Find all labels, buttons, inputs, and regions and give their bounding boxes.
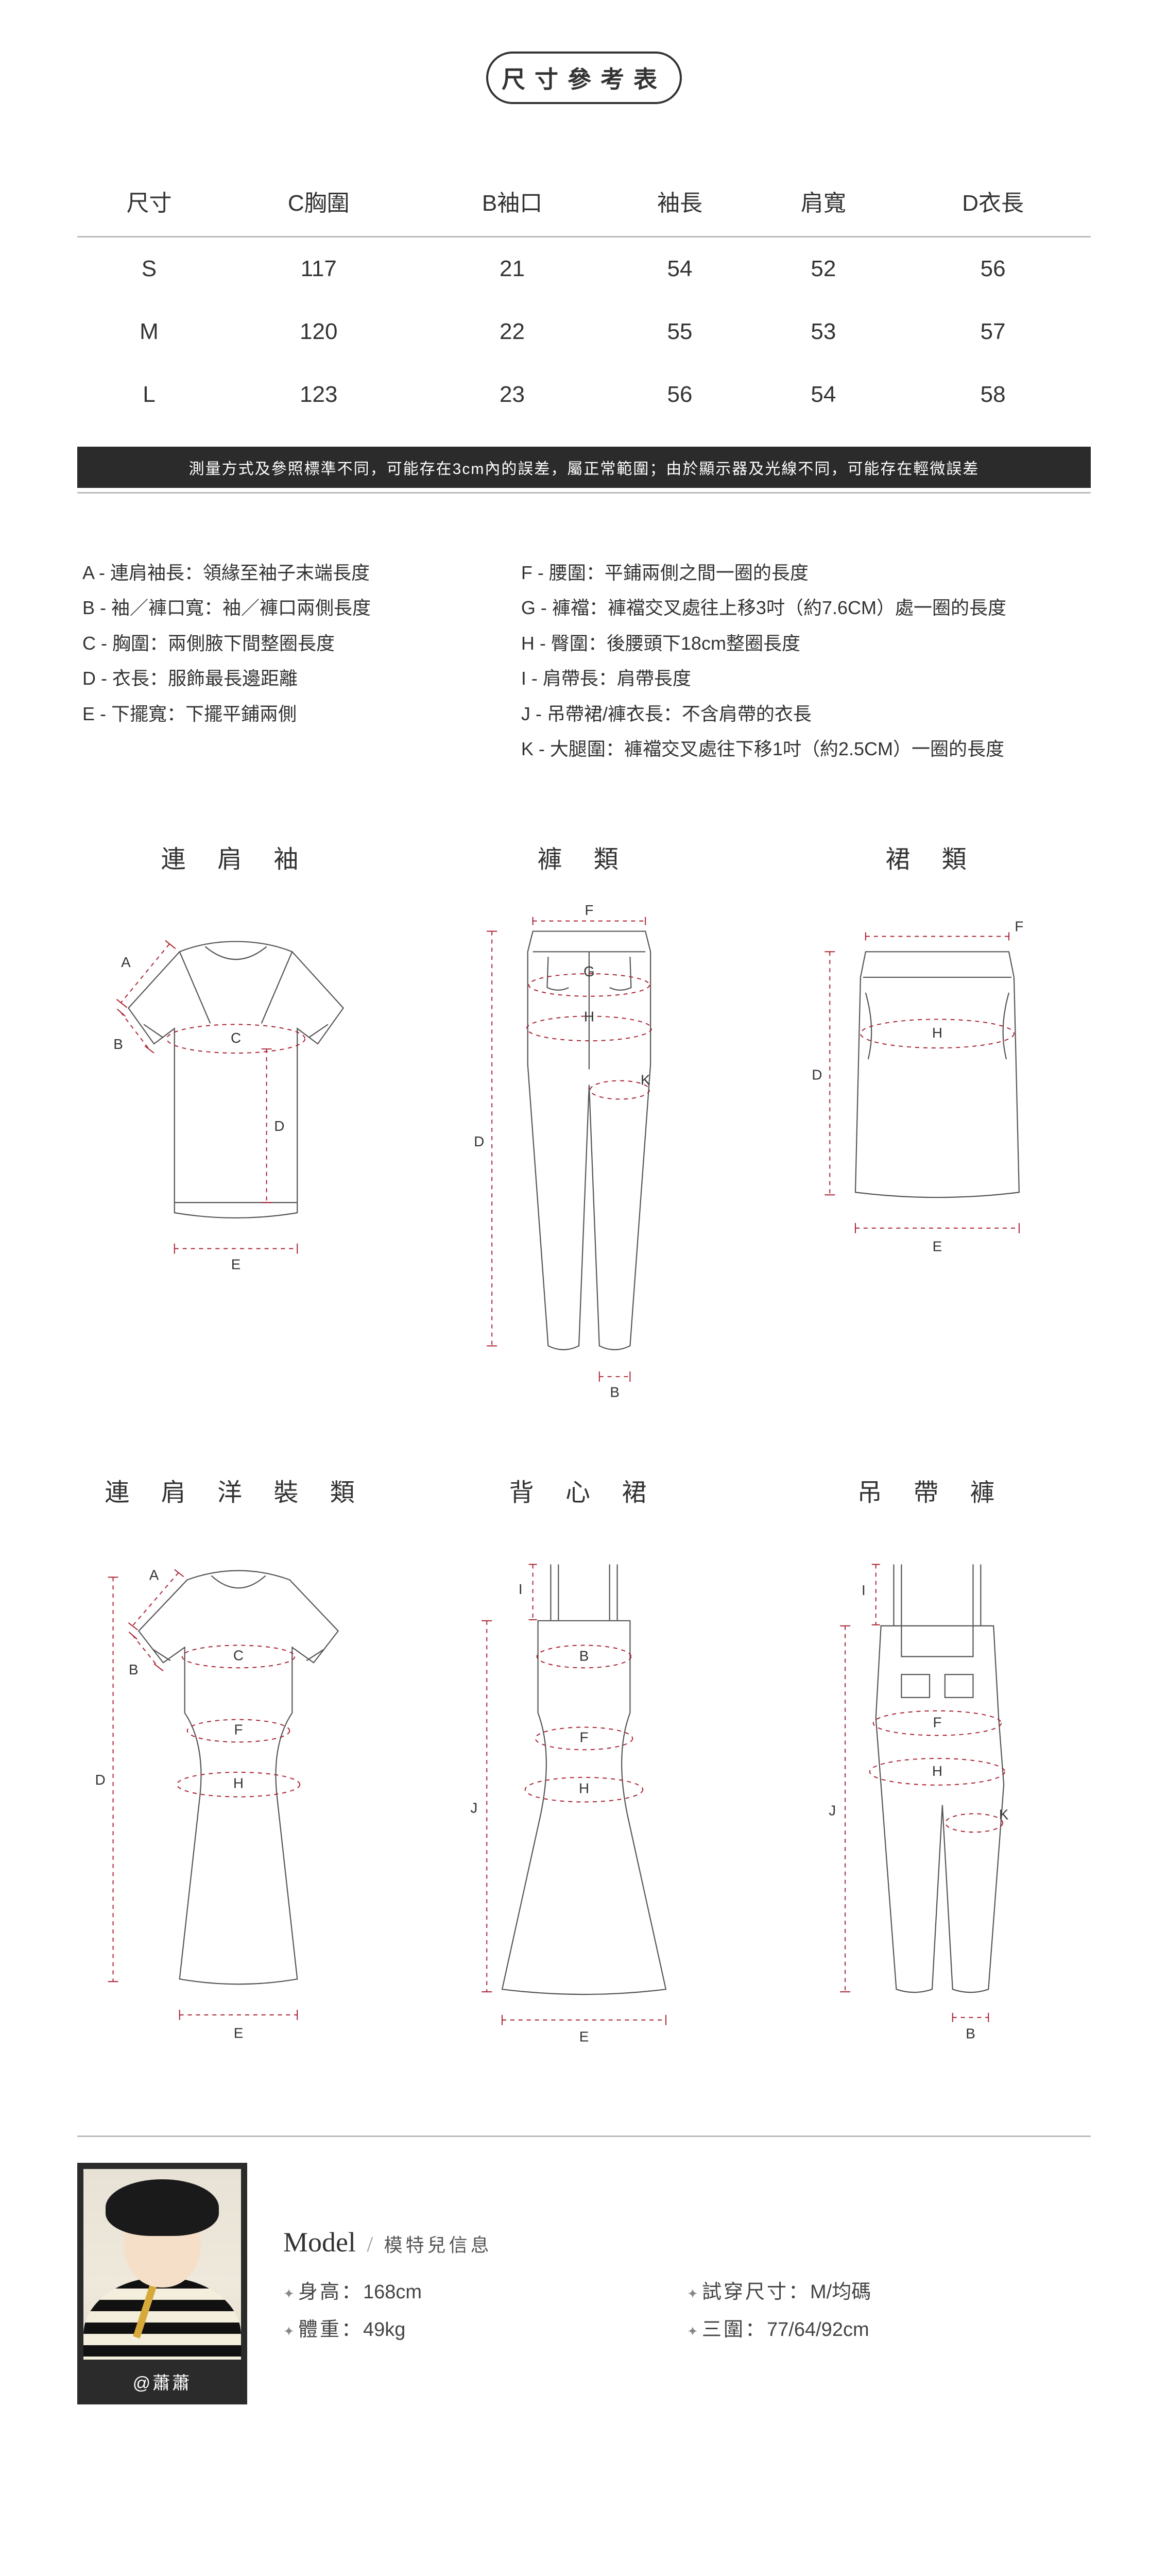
svg-text:C: C bbox=[231, 1030, 241, 1046]
svg-text:D: D bbox=[474, 1133, 484, 1149]
diagram-svg: A B C F H D bbox=[77, 1529, 394, 2050]
glossary-left: A - 連肩袖長：領緣至袖子末端長度 B - 袖／褲口寬：袖／褲口兩側長度 C … bbox=[82, 555, 501, 767]
table-row: L12323565458 bbox=[77, 363, 1091, 426]
page-title: 尺寸參考表 bbox=[486, 52, 682, 104]
svg-text:J: J bbox=[470, 1800, 477, 1816]
gloss-i: I - 肩帶長：肩帶長度 bbox=[521, 661, 1086, 696]
diagram-pants: 褲 類 F G H K bbox=[425, 839, 743, 1410]
gloss-a: A - 連肩袖長：領緣至袖子末端長度 bbox=[82, 555, 501, 590]
svg-text:F: F bbox=[1015, 919, 1023, 935]
svg-text:K: K bbox=[641, 1072, 650, 1088]
spec-measurements: 三圍：77/64/92cm bbox=[687, 2313, 1091, 2342]
svg-text:B: B bbox=[129, 1662, 139, 1677]
diagram-cami-dress: 背 心 裙 I B F H bbox=[425, 1472, 743, 2053]
svg-text:C: C bbox=[233, 1647, 244, 1663]
avatar: @蕭蕭 bbox=[77, 2163, 247, 2404]
gloss-e: E - 下擺寬：下擺平鋪兩側 bbox=[82, 697, 501, 732]
spec-height: 身高：168cm bbox=[283, 2276, 687, 2304]
diagram-skirt: 裙 類 F H D bbox=[774, 839, 1091, 1410]
svg-text:B: B bbox=[610, 1384, 620, 1400]
svg-text:B: B bbox=[579, 1648, 589, 1664]
slash-icon: / bbox=[367, 2233, 373, 2257]
gloss-d: D - 衣長：服飾最長邊距離 bbox=[82, 661, 501, 696]
th-c: C胸圍 bbox=[221, 166, 417, 237]
glossary: A - 連肩袖長：領緣至袖子末端長度 B - 袖／褲口寬：袖／褲口兩側長度 C … bbox=[77, 555, 1091, 767]
disclaimer-bar: 測量方式及參照標準不同，可能存在3cm內的誤差，屬正常範圍；由於顯示器及光線不同… bbox=[77, 447, 1091, 488]
svg-text:F: F bbox=[580, 1729, 589, 1745]
model-specs: 身高：168cm 試穿尺寸：M/均碼 體重：49kg 三圍：77/64/92cm bbox=[283, 2276, 1091, 2342]
diagram-title: 褲 類 bbox=[425, 839, 743, 875]
diagram-svg: I F H K J B bbox=[774, 1529, 1091, 2050]
gloss-c: C - 胸圍：兩側腋下間整圈長度 bbox=[82, 626, 501, 661]
th-b: B袖口 bbox=[417, 166, 608, 237]
model-heading-en: Model bbox=[283, 2227, 356, 2258]
diagram-overalls: 吊 帶 褲 I F H bbox=[774, 1472, 1091, 2053]
diagram-raglan-dress: 連 肩 洋 裝 類 A B C F bbox=[77, 1472, 394, 2053]
svg-text:F: F bbox=[585, 902, 593, 918]
svg-text:H: H bbox=[233, 1775, 244, 1791]
th-shoulder: 肩寬 bbox=[751, 166, 895, 237]
svg-text:D: D bbox=[95, 1772, 106, 1788]
gloss-h: H - 臀圍：後腰頭下18cm整圈長度 bbox=[521, 626, 1086, 661]
svg-text:H: H bbox=[932, 1763, 942, 1779]
diagram-svg: F G H K D B bbox=[425, 895, 743, 1408]
diagram-title: 吊 帶 褲 bbox=[774, 1472, 1091, 1508]
svg-text:K: K bbox=[999, 1806, 1009, 1822]
svg-text:H: H bbox=[579, 1781, 589, 1797]
diagram-svg: I B F H J E bbox=[425, 1529, 743, 2050]
model-heading-sub: 模特兒信息 bbox=[384, 2234, 492, 2256]
gloss-j: J - 吊帶裙/褲衣長：不含肩帶的衣長 bbox=[521, 697, 1086, 732]
model-heading: Model / 模特兒信息 bbox=[283, 2226, 1091, 2258]
diagram-title: 連 肩 洋 裝 類 bbox=[77, 1472, 394, 1508]
spec-fit: 試穿尺寸：M/均碼 bbox=[687, 2276, 1091, 2304]
th-sleeve: 袖長 bbox=[608, 166, 752, 237]
glossary-right: F - 腰圍：平鋪兩側之間一圈的長度 G - 褲襠：褲襠交叉處往上移3吋（約7.… bbox=[521, 555, 1086, 767]
diagram-title: 裙 類 bbox=[774, 839, 1091, 875]
diagram-svg: F H D E bbox=[774, 895, 1091, 1284]
diagram-svg: A B C D E bbox=[77, 895, 394, 1284]
svg-text:I: I bbox=[519, 1581, 523, 1597]
avatar-image bbox=[83, 2169, 241, 2360]
avatar-handle: @蕭蕭 bbox=[133, 2360, 192, 2398]
th-d: D衣長 bbox=[895, 166, 1091, 237]
gloss-f: F - 腰圍：平鋪兩側之間一圈的長度 bbox=[521, 555, 1086, 590]
svg-text:I: I bbox=[862, 1582, 866, 1598]
svg-text:A: A bbox=[149, 1567, 159, 1583]
svg-text:F: F bbox=[933, 1714, 941, 1730]
svg-text:E: E bbox=[933, 1239, 942, 1255]
svg-text:J: J bbox=[829, 1802, 836, 1818]
table-row: M12022555357 bbox=[77, 300, 1091, 363]
svg-text:D: D bbox=[274, 1118, 284, 1134]
gloss-g: G - 褲襠：褲襠交叉處往上移3吋（約7.6CM）處一圈的長度 bbox=[521, 590, 1086, 625]
svg-text:H: H bbox=[584, 1009, 594, 1025]
model-info: @蕭蕭 Model / 模特兒信息 身高：168cm 試穿尺寸：M/均碼 體重：… bbox=[77, 2136, 1091, 2404]
size-table: 尺寸 C胸圍 B袖口 袖長 肩寬 D衣長 S11721545256 M12022… bbox=[77, 166, 1091, 426]
svg-text:E: E bbox=[234, 2025, 244, 2041]
table-row: S11721545256 bbox=[77, 237, 1091, 301]
svg-text:A: A bbox=[121, 954, 131, 970]
svg-text:H: H bbox=[932, 1025, 942, 1041]
diagram-raglan-top: 連 肩 袖 A B bbox=[77, 839, 394, 1410]
svg-text:G: G bbox=[583, 963, 595, 979]
svg-text:E: E bbox=[579, 2028, 589, 2044]
svg-text:B: B bbox=[966, 2025, 975, 2041]
th-size: 尺寸 bbox=[77, 166, 221, 237]
diagram-title: 背 心 裙 bbox=[425, 1472, 743, 1508]
gloss-k: K - 大腿圍：褲襠交叉處往下移1吋（約2.5CM）一圈的長度 bbox=[521, 732, 1086, 767]
svg-text:D: D bbox=[812, 1067, 822, 1083]
svg-text:F: F bbox=[234, 1721, 243, 1737]
svg-text:B: B bbox=[113, 1036, 123, 1052]
diagram-title: 連 肩 袖 bbox=[77, 839, 394, 875]
gloss-b: B - 袖／褲口寬：袖／褲口兩側長度 bbox=[82, 590, 501, 625]
diagram-grid: 連 肩 袖 A B bbox=[77, 839, 1091, 2053]
spec-weight: 體重：49kg bbox=[283, 2313, 687, 2342]
model-text: Model / 模特兒信息 身高：168cm 試穿尺寸：M/均碼 體重：49kg… bbox=[283, 2226, 1091, 2342]
svg-text:E: E bbox=[231, 1257, 241, 1273]
divider bbox=[77, 492, 1091, 494]
